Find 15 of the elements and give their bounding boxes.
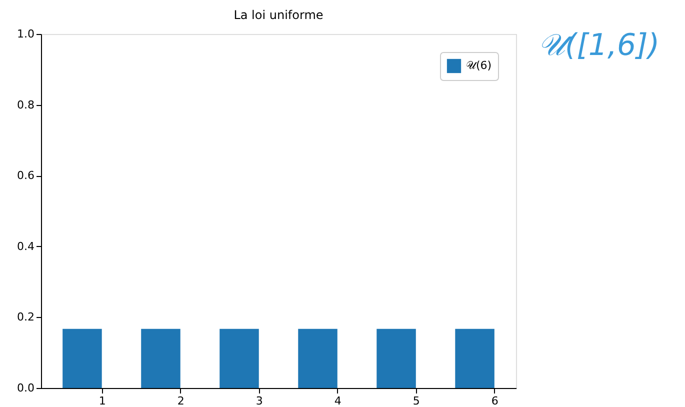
x-tick-label: 3 (256, 394, 263, 407)
y-tick-label: 0.2 (17, 310, 34, 324)
text: 𝒰([1,6]) (538, 28, 660, 63)
x-tick-label: 4 (334, 394, 342, 407)
y-tick-label: 0.4 (17, 240, 34, 253)
y-tick-label: 0.6 (17, 169, 34, 182)
x-tick-label: 5 (412, 394, 420, 407)
x-tick-label: 2 (177, 394, 184, 407)
x-tick-label: 6 (491, 394, 498, 407)
legend-label: 𝒰(6) (466, 59, 492, 72)
x-tick-label: 1 (98, 394, 106, 407)
chart-title: La loi uniforme (234, 8, 324, 22)
y-tick-label: 1.0 (17, 28, 34, 40)
y-tick-label: 0.8 (17, 98, 34, 112)
y-tick-label: 0.0 (17, 382, 34, 394)
